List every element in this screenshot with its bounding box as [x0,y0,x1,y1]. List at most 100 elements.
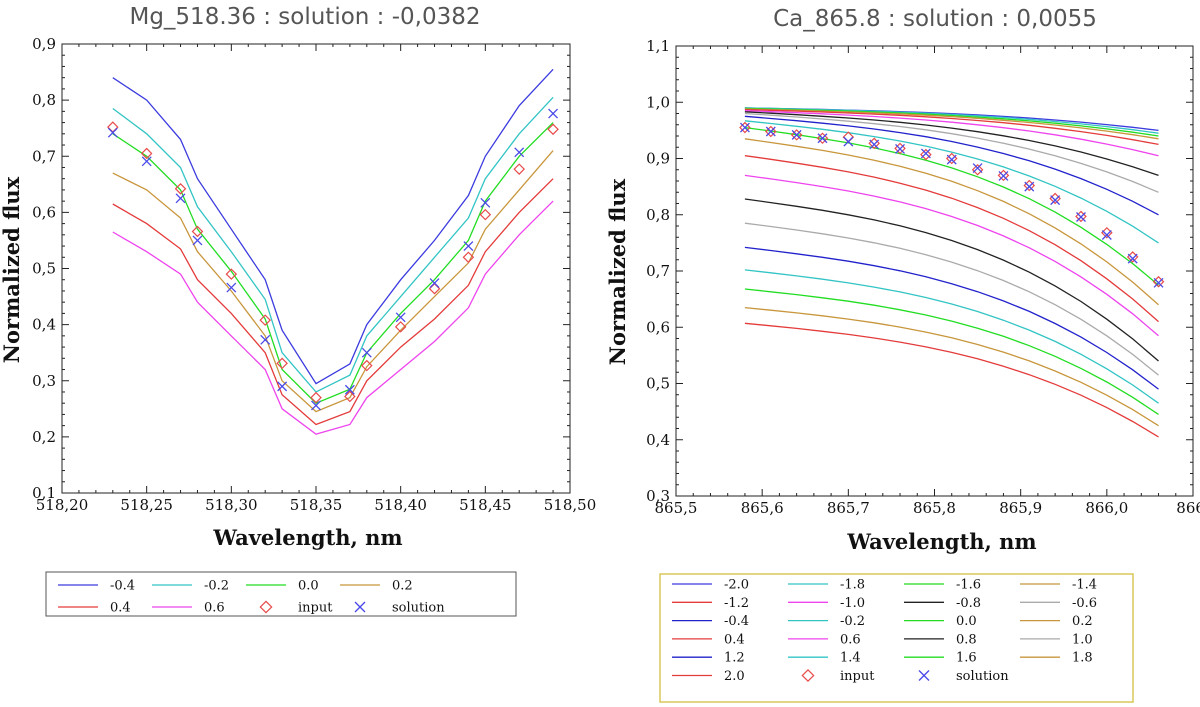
solution-marker [869,139,880,150]
series-line-1.4 [744,269,1159,404]
legend-item: 2.0 [672,669,745,684]
input-marker [1049,192,1061,205]
solution-marker [895,143,905,154]
series-line-0.6 [112,200,554,435]
series-line--0.4 [112,68,554,385]
solution-marker-stroke [1101,230,1112,240]
solution-marker [192,235,203,246]
x-tick-label: 865,5 [655,499,698,517]
input-marker [547,123,559,136]
legend-label: 0.0 [298,579,319,594]
solution-marker [429,278,440,289]
y-tick-label: 0,3 [32,372,56,390]
series-line-0.4 [744,155,1159,323]
solution-marker [765,126,776,137]
legend-item: -1.4 [1020,578,1097,593]
solution-marker-stroke [361,347,372,358]
solution-marker [277,381,288,392]
y-tick-label: 0,5 [646,375,670,393]
x-tick-label: 865,8 [913,499,956,517]
x-tick-label: 518,45 [459,496,512,514]
legend-item: -1.8 [788,578,865,593]
series-line--1.6 [744,107,1159,137]
x-tick-label: 865,7 [827,499,870,517]
legend-label: -0.4 [110,579,135,594]
solution-marker [175,193,186,204]
input-marker [920,148,932,161]
solution-marker-stroke [344,384,355,395]
y-tick-label: 0,6 [646,318,670,336]
y-tick-label: 0,2 [32,428,56,446]
solution-marker [920,148,931,159]
x-tick-label: 518,20 [36,496,89,514]
y-tick-label: 1,0 [646,93,670,111]
legend-item: 0.6 [152,601,225,616]
solution-marker [344,384,355,395]
data-markers [739,121,1165,288]
input-marker [344,390,356,403]
solution-marker-stroke [972,163,983,174]
series-line-1.6 [744,288,1159,415]
legend-label: -1.8 [840,578,865,593]
legend-item: 0.2 [340,579,413,594]
x-tick-label: 865,6 [741,499,784,517]
series-line--1.2 [744,108,1159,146]
legend-label: -0.2 [840,614,865,629]
series-line--0.2 [112,96,554,393]
input-marker [462,251,475,264]
legend-item: 0.6 [788,632,861,647]
legend-label: 0.0 [956,614,977,629]
series-lines [744,107,1159,438]
x-tick-label: 866,0 [1085,499,1128,517]
solution-marker-stroke [843,136,854,147]
chart-mg: Mg_518.36 : solution : -0,0382 518,20 518… [0,4,596,617]
series-lines [112,68,554,435]
solution-marker-stroke [946,154,957,165]
x-tick-label: 865,9 [999,499,1042,517]
solution-marker-stroke [107,127,118,138]
solution-marker-stroke [548,108,559,119]
series-line-0.6 [744,174,1159,337]
input-marker [1101,226,1113,239]
solution-marker [1101,230,1112,240]
solution-marker [1024,181,1035,192]
series-line-0.4 [112,178,554,426]
chart-title: Ca_865.8 : solution : 0,0055 [773,6,1097,32]
legend-input-symbol [259,600,273,614]
axis-ticks: 865,5 865,6 865,7 865,8 865,9 866,0 866, 0,3 0,4… [646,37,1200,517]
data-markers [107,108,559,411]
solution-marker [946,154,957,165]
legend-label: 0.2 [392,579,413,594]
legend-item: -2.0 [672,578,749,593]
solution-marker [260,334,271,345]
solution-marker [480,197,491,208]
solution-marker [548,108,559,119]
solution-marker-stroke [895,143,905,154]
input-marker [479,208,492,221]
solution-marker [817,133,828,144]
series-line--0.8 [744,111,1159,177]
solution-marker-stroke [739,122,750,133]
series-line-2.0 [744,322,1159,438]
legend-input-symbol [801,668,815,683]
series-line--1.0 [744,110,1159,157]
legend-label: -0.4 [724,614,749,629]
legend: -2.0 -1.8 -1.6 -1.4 -1.2 -1.0 -0.8 -0.6 -0.4 -0.2… [672,578,1097,684]
input-marker [191,225,204,238]
legend-item: solution [354,601,445,616]
legend-label: -0.2 [204,579,229,594]
solution-marker-stroke [141,156,152,167]
axis-ticks: 518,20 518,25 518,30 518,35 518,40 518,45 518,… [32,35,596,514]
solution-marker-stroke [175,193,186,204]
series-line--0.2 [744,120,1159,244]
legend-item: 0.0 [246,579,319,594]
input-marker [1126,251,1139,263]
x-tick-label: 518,30 [205,496,258,514]
legend-item: -0.4 [672,614,749,629]
series-line-1.8 [744,306,1159,427]
legend-item: 0.0 [904,614,977,629]
y-tick-label: 0,6 [32,203,56,221]
series-line-0.2 [744,138,1159,306]
series-line-1.2 [744,246,1159,390]
series-line--1.8 [744,107,1159,134]
